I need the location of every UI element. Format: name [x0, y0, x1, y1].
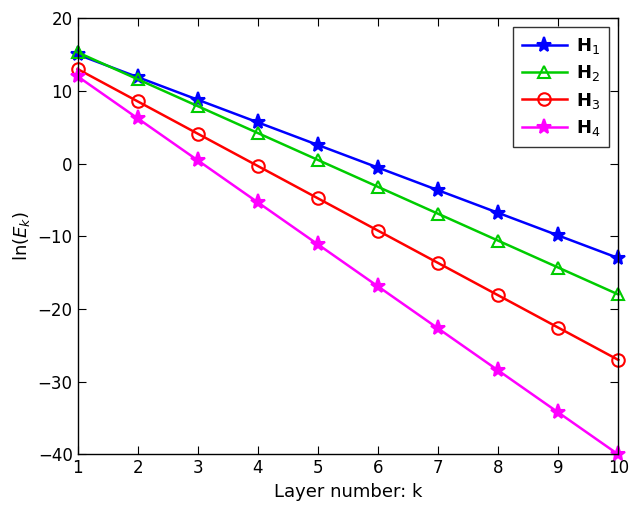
$\mathbf{H}_4$: [614, 452, 622, 458]
$\mathbf{H}_1$: [494, 210, 502, 216]
$\mathbf{H}_4$: [314, 241, 322, 247]
X-axis label: Layer number: k: Layer number: k: [274, 483, 422, 501]
$\mathbf{H}_1$: [314, 142, 322, 148]
Y-axis label: ln$(E_k)$: ln$(E_k)$: [11, 211, 32, 261]
$\mathbf{H}_1$: [434, 187, 442, 194]
$\mathbf{H}_4$: [434, 325, 442, 331]
$\mathbf{H}_2$: [494, 238, 502, 244]
$\mathbf{H}_3$: [554, 325, 562, 331]
Line: $\mathbf{H}_3$: $\mathbf{H}_3$: [71, 63, 625, 366]
$\mathbf{H}_3$: [314, 195, 322, 201]
$\mathbf{H}_4$: [494, 368, 502, 374]
$\mathbf{H}_4$: [134, 115, 141, 121]
$\mathbf{H}_3$: [134, 98, 141, 104]
$\mathbf{H}_1$: [374, 164, 382, 170]
$\mathbf{H}_1$: [614, 255, 622, 261]
$\mathbf{H}_1$: [554, 232, 562, 239]
$\mathbf{H}_1$: [134, 74, 141, 80]
Line: $\mathbf{H}_4$: $\mathbf{H}_4$: [70, 69, 626, 462]
Line: $\mathbf{H}_2$: $\mathbf{H}_2$: [71, 46, 625, 301]
$\mathbf{H}_4$: [194, 157, 202, 163]
$\mathbf{H}_3$: [374, 227, 382, 233]
$\mathbf{H}_2$: [434, 210, 442, 217]
$\mathbf{H}_3$: [614, 357, 622, 363]
$\mathbf{H}_4$: [254, 199, 262, 205]
$\mathbf{H}_1$: [194, 97, 202, 103]
$\mathbf{H}_4$: [374, 283, 382, 289]
$\mathbf{H}_3$: [254, 163, 262, 169]
$\mathbf{H}_2$: [254, 130, 262, 136]
$\mathbf{H}_3$: [194, 131, 202, 137]
$\mathbf{H}_3$: [434, 260, 442, 266]
Line: $\mathbf{H}_1$: $\mathbf{H}_1$: [70, 47, 626, 266]
$\mathbf{H}_2$: [194, 103, 202, 109]
$\mathbf{H}_4$: [74, 73, 81, 79]
$\mathbf{H}_4$: [554, 410, 562, 416]
$\mathbf{H}_1$: [74, 51, 81, 57]
$\mathbf{H}_2$: [614, 291, 622, 297]
$\mathbf{H}_1$: [254, 119, 262, 125]
$\mathbf{H}_2$: [374, 184, 382, 190]
$\mathbf{H}_2$: [74, 49, 81, 55]
$\mathbf{H}_2$: [554, 265, 562, 271]
Legend: $\mathbf{H}_1$, $\mathbf{H}_2$, $\mathbf{H}_3$, $\mathbf{H}_4$: $\mathbf{H}_1$, $\mathbf{H}_2$, $\mathbf…: [513, 27, 609, 147]
$\mathbf{H}_3$: [74, 66, 81, 72]
$\mathbf{H}_2$: [314, 157, 322, 163]
$\mathbf{H}_2$: [134, 76, 141, 82]
$\mathbf{H}_3$: [494, 292, 502, 298]
